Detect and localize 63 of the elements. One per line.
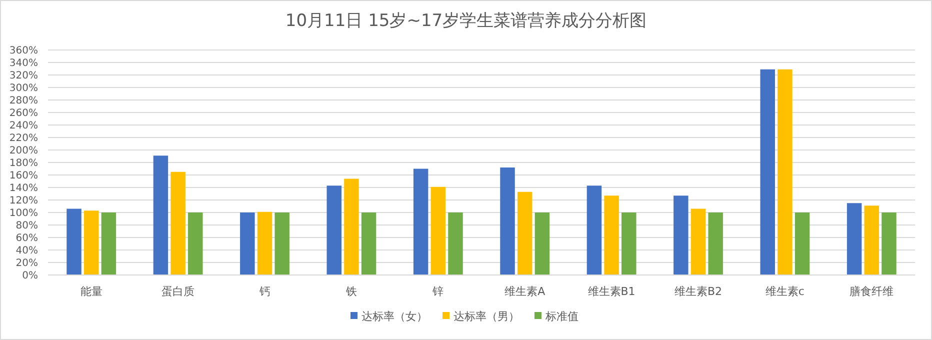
y-tick-label: 340% [9, 58, 38, 69]
bar [517, 192, 532, 275]
bar [500, 168, 515, 275]
bar [674, 196, 688, 275]
bar [344, 178, 359, 275]
bar [448, 212, 463, 275]
x-tick-label: 维生素c [765, 285, 804, 298]
chart-title: 10月11日 15岁~17岁学生菜谱营养成分分析图 [285, 11, 647, 31]
y-tick-label: 40% [16, 246, 38, 256]
bar [604, 196, 619, 275]
y-tick-label: 160% [9, 170, 38, 182]
x-tick-label: 维生素A [504, 285, 546, 298]
legend-label: 达标率（男） [454, 310, 520, 323]
bar [586, 186, 602, 275]
bar [257, 212, 272, 275]
bar [778, 69, 792, 275]
y-tick-label: 300% [9, 83, 38, 94]
x-tick-label: 维生素B1 [588, 285, 636, 298]
bar [84, 210, 99, 275]
bar [430, 186, 446, 275]
bar [170, 172, 186, 275]
bar [326, 186, 342, 275]
bar [361, 212, 376, 275]
y-tick-label: 240% [9, 120, 38, 132]
bar [534, 212, 550, 275]
y-tick-label: 200% [9, 146, 38, 156]
bar [846, 203, 862, 275]
x-tick-label: 钙 [258, 285, 270, 298]
bar [708, 212, 723, 275]
x-tick-label: 铁 [344, 285, 357, 298]
bar [153, 156, 168, 275]
bar [882, 212, 896, 275]
y-tick-label: 360% [9, 46, 38, 56]
bar [274, 212, 290, 275]
x-tick-label: 维生素B2 [674, 285, 722, 298]
legend-label: 标准值 [544, 310, 578, 323]
y-tick-label: 120% [9, 196, 38, 206]
bar [794, 212, 810, 275]
y-tick-label: 220% [9, 133, 38, 144]
bar [760, 69, 775, 275]
y-tick-label: 80% [16, 220, 38, 232]
y-tick-label: 180% [9, 158, 38, 169]
bar [864, 206, 880, 275]
y-tick-label: 0% [22, 270, 38, 282]
x-tick-label: 锌 [432, 285, 444, 298]
legend-label: 达标率（女） [362, 310, 428, 323]
x-tick-label: 膳食纤维 [850, 285, 894, 298]
bar [101, 212, 116, 275]
x-tick-label: 蛋白质 [162, 285, 195, 298]
x-tick-label: 能量 [80, 285, 102, 298]
y-tick-label: 140% [9, 183, 38, 194]
bar [690, 208, 706, 275]
y-tick-label: 320% [9, 70, 38, 82]
y-tick-label: 280% [9, 96, 38, 106]
y-tick-label: 260% [9, 108, 38, 119]
y-tick-label: 60% [16, 233, 38, 244]
bar [240, 212, 255, 275]
bar [188, 212, 203, 275]
bar [622, 212, 636, 275]
y-tick-label: 100% [9, 208, 38, 219]
bar [413, 168, 428, 275]
y-tick-label: 20% [16, 258, 38, 269]
bar [66, 208, 82, 275]
